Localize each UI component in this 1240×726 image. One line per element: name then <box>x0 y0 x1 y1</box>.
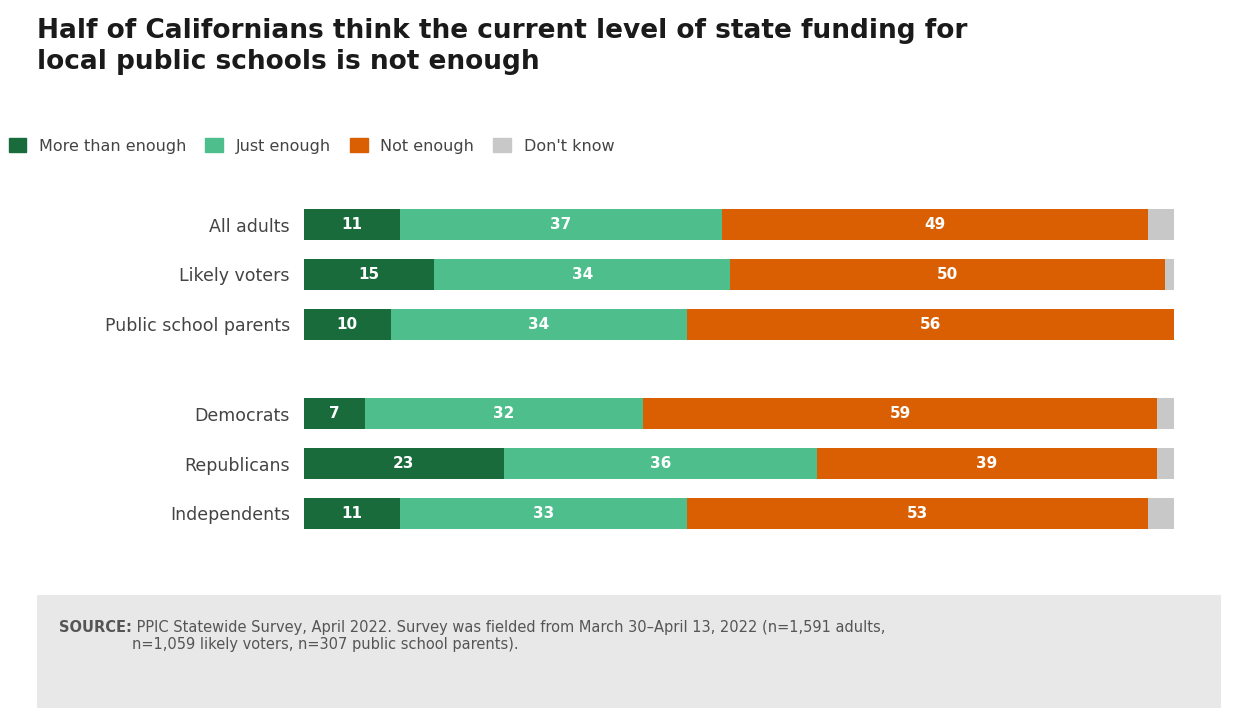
Text: 37: 37 <box>549 217 572 232</box>
Bar <box>1157 399 1174 429</box>
Bar <box>304 309 391 340</box>
Bar <box>391 309 687 340</box>
Text: Half of Californians think the current level of state funding for
local public s: Half of Californians think the current l… <box>37 18 967 76</box>
Bar <box>687 498 1148 529</box>
Legend: More than enough, Just enough, Not enough, Don't know: More than enough, Just enough, Not enoug… <box>9 138 615 154</box>
Bar <box>1148 209 1174 240</box>
Bar <box>365 399 644 429</box>
Bar <box>730 259 1166 290</box>
Text: 59: 59 <box>889 407 910 421</box>
Bar <box>434 259 730 290</box>
Text: 11: 11 <box>341 506 362 521</box>
Text: 32: 32 <box>494 407 515 421</box>
Bar <box>1148 498 1174 529</box>
Text: 15: 15 <box>358 267 379 282</box>
Text: PPIC Statewide Survey, April 2022. Survey was fielded from March 30–April 13, 20: PPIC Statewide Survey, April 2022. Surve… <box>131 620 885 653</box>
Bar <box>1157 448 1174 479</box>
Text: 53: 53 <box>906 506 928 521</box>
Text: 49: 49 <box>924 217 945 232</box>
Bar <box>722 209 1148 240</box>
Bar <box>304 498 399 529</box>
Text: 10: 10 <box>337 317 358 332</box>
Bar <box>399 498 687 529</box>
Bar <box>304 209 399 240</box>
Text: 33: 33 <box>532 506 554 521</box>
Bar <box>644 399 1157 429</box>
Bar <box>687 309 1174 340</box>
Text: 34: 34 <box>572 267 593 282</box>
Text: 23: 23 <box>393 456 414 471</box>
Bar <box>503 448 817 479</box>
Text: 50: 50 <box>937 267 959 282</box>
Bar <box>1166 259 1174 290</box>
Bar <box>817 448 1157 479</box>
Bar <box>304 399 365 429</box>
Text: 34: 34 <box>528 317 549 332</box>
Bar <box>399 209 722 240</box>
Text: 56: 56 <box>920 317 941 332</box>
Text: SOURCE:: SOURCE: <box>58 620 131 635</box>
Bar <box>304 448 503 479</box>
Text: 7: 7 <box>329 407 340 421</box>
Bar <box>304 259 434 290</box>
Text: 39: 39 <box>976 456 998 471</box>
Text: 11: 11 <box>341 217 362 232</box>
Text: 36: 36 <box>650 456 671 471</box>
